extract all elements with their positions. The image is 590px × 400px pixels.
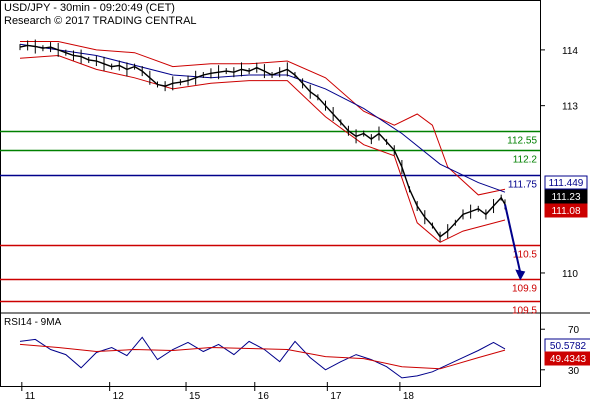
moving-average-line: [19, 43, 506, 193]
last-value-label: 111.08: [551, 206, 581, 217]
level-label: 112.55: [507, 136, 537, 147]
x-tick-label: 15: [189, 391, 201, 400]
copyright-line: Research © 2017 TRADING CENTRAL: [4, 15, 197, 27]
rsi-last-value-box: [544, 351, 590, 366]
y-tick-label: 110: [562, 269, 578, 280]
x-tick-label: 12: [113, 391, 125, 400]
y-tick-label: 113: [562, 102, 578, 113]
last-value-label: 111.23: [551, 192, 581, 203]
rsi-y-tick-label: 70: [568, 325, 580, 336]
rsi-y-tick-label: 30: [568, 366, 580, 377]
level-label: 110.5: [513, 250, 538, 261]
rsi-last-value-label: 50.5782: [550, 341, 587, 352]
price-line: [19, 44, 506, 238]
chart-title: USD/JPY - 30min - 09:20:49 (CET): [4, 2, 175, 14]
level-label: 109.5: [512, 306, 537, 317]
x-tick-label: 17: [330, 391, 342, 400]
last-value-box: [544, 175, 588, 190]
bollinger-upper-line: [20, 41, 506, 196]
rsi-ma-line: [19, 343, 506, 370]
level-label: 112.2: [513, 155, 538, 166]
last-value-box: [544, 203, 588, 218]
x-tick-label: 18: [403, 391, 415, 400]
last-value-label: 111.449: [549, 178, 584, 189]
y-tick-label: 114: [562, 46, 578, 57]
forecast-arrow-shaft: [504, 204, 522, 273]
rsi-line: [19, 336, 506, 379]
bollinger-lower-line: [19, 54, 506, 243]
x-tick-label: 11: [25, 391, 36, 400]
forecast-arrow-head: [515, 269, 526, 281]
last-value-box: [544, 189, 588, 204]
rsi-title: RSI14 - 9MA: [4, 317, 62, 328]
level-label: 109.9: [512, 284, 537, 295]
x-tick-label: 16: [258, 391, 270, 400]
level-label: 111.75: [508, 180, 538, 191]
rsi-last-value-label: 49.4343: [550, 354, 587, 365]
